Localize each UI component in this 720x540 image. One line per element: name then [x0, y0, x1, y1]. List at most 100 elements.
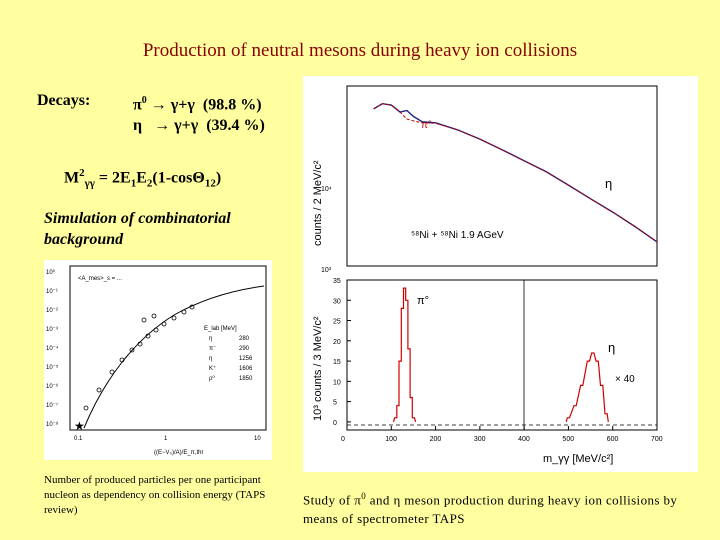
lower-histogram — [565, 352, 609, 423]
left-point — [181, 309, 187, 315]
lower-xtick-label: 400 — [518, 436, 530, 443]
left-formula: <A_mes>_s = ... — [78, 276, 122, 282]
lower-ytick-label: 5 — [333, 400, 337, 407]
energy-dependence-plot: 10⁰ 10⁻¹ 10⁻² 10⁻³ 10⁻⁴ 10⁻⁵ 10⁻⁶ 10⁻⁷ 1… — [44, 260, 272, 460]
left-fit-curve — [83, 285, 265, 429]
left-xtick: 1 — [164, 436, 168, 442]
invariant-mass-formula: M2γγ = 2E1E2(1-cosΘ12) — [64, 167, 221, 190]
formula-sup: 2 — [79, 167, 85, 179]
lower-ytick-label: 25 — [333, 319, 341, 326]
eta-arrow: → — [154, 117, 171, 134]
upper-ytick: 10³ — [321, 267, 332, 274]
left-legend-value: 1850 — [239, 376, 253, 382]
slide-title: Production of neutral mesons during heav… — [142, 40, 578, 61]
left-legend-name: η — [209, 336, 212, 342]
lower-ylabel: 10³ counts / 3 MeV/c² — [312, 316, 324, 421]
left-point — [137, 341, 143, 347]
formula-sub2: 2 — [146, 177, 153, 190]
lower-ytick-label: 35 — [333, 278, 341, 285]
pi0-decay-line: π0 → γ+γ (98.8 %) — [133, 95, 262, 114]
upper-pi0-label: π° — [421, 120, 432, 131]
caption-eta: η — [393, 492, 401, 508]
left-ytick: 10⁻⁷ — [46, 402, 58, 409]
upper-series-line — [373, 102, 658, 243]
left-ytick: 10⁻⁸ — [46, 421, 59, 428]
lower-xtick-label: 0 — [341, 436, 345, 443]
upper-series-line — [373, 103, 658, 243]
eta-symbol: η — [133, 117, 143, 134]
lower-xtick-label: 500 — [562, 436, 574, 443]
simulation-heading: Simulation of combinatorial background — [44, 210, 231, 248]
left-legend-name: K⁺ — [209, 365, 216, 372]
left-ytick: 10⁻¹ — [46, 289, 58, 295]
formula-e2: E — [136, 169, 147, 187]
left-legend-value: 1256 — [239, 356, 253, 362]
formula-close: ) — [215, 169, 222, 187]
left-point — [161, 321, 167, 327]
upper-ytick: 10⁴ — [321, 186, 332, 193]
lower-ytick-label: 15 — [333, 359, 341, 366]
caption-part: Study of — [303, 492, 355, 508]
upper-ylabel: counts / 2 MeV/c² — [312, 160, 324, 246]
caption-part: and — [366, 492, 394, 508]
lower-xtick-label: 700 — [651, 436, 663, 443]
upper-eta-label: η — [605, 176, 612, 191]
left-ytick: 10⁻⁵ — [46, 364, 59, 371]
scale-factor-label: × 40 — [615, 374, 635, 385]
left-xtick: 0.1 — [74, 436, 83, 442]
pi0-arrow: → — [150, 96, 167, 114]
left-point — [129, 347, 135, 353]
left-point — [145, 333, 151, 339]
energy-dependence-svg: 10⁰ 10⁻¹ 10⁻² 10⁻³ 10⁻⁴ 10⁻⁵ 10⁻⁶ 10⁻⁷ 1… — [46, 265, 267, 456]
pi0-symbol: π — [133, 96, 142, 114]
formula-m: M — [64, 169, 80, 187]
lower-ytick-label: 20 — [333, 339, 341, 346]
left-plot-frame — [69, 265, 267, 431]
left-caption: Number of produced particles per one par… — [44, 474, 266, 516]
left-xtick: 10 — [254, 436, 261, 442]
formula-eq: = 2E — [94, 169, 131, 187]
left-ytick: 10⁻⁴ — [46, 345, 59, 352]
lower-ytick-label: 30 — [333, 298, 341, 305]
left-point — [141, 317, 147, 323]
formula-sub1: 1 — [130, 177, 137, 190]
left-legend-value: 280 — [239, 336, 250, 342]
lower-ytick-label: 0 — [333, 420, 337, 427]
left-ytick: 10⁻² — [46, 308, 58, 314]
lower-xtick-label: 600 — [607, 436, 619, 443]
left-point — [96, 387, 102, 393]
lower-xlabel: m_γγ [MeV/c²] — [543, 453, 613, 465]
lower-eta-label: η — [608, 340, 615, 355]
lower-ytick-label: 10 — [333, 379, 341, 386]
eta-decay-line: η → γ+γ (39.4 %) — [133, 117, 265, 135]
left-legend-value: 1606 — [239, 366, 253, 372]
decays-label: Decays: — [37, 92, 91, 109]
left-legend-name: η — [209, 356, 212, 362]
left-legend-name: π⁻ — [209, 346, 216, 352]
eta-branching: (39.4 %) — [206, 117, 265, 134]
invariant-mass-figure: counts / 2 MeV/c² 10⁴ 10³ π° η ⁵⁸Ni + ⁵⁸… — [303, 76, 698, 472]
left-xlabel: ((E−V₀)/A)/E_π,thr — [154, 450, 203, 456]
left-point — [153, 327, 159, 333]
left-point — [171, 315, 177, 321]
eta-products: γ+γ — [174, 117, 199, 134]
caption-pi: π — [354, 492, 362, 508]
formula-rest: (1-cosΘ — [152, 169, 205, 187]
left-point — [189, 304, 195, 310]
caption-pi-sup: 0 — [361, 491, 367, 501]
left-point — [119, 357, 125, 363]
left-ytick: 10⁻³ — [46, 327, 58, 333]
lower-panel-frame — [346, 279, 658, 431]
left-star-point: ★ — [74, 419, 85, 433]
left-ytick: 10⁻⁶ — [46, 383, 59, 390]
right-caption: Study of π0 and η meson production durin… — [303, 487, 703, 528]
lower-xtick-label: 200 — [430, 436, 442, 443]
left-legend-name: ρ⁰ — [209, 375, 215, 382]
lower-histogram — [392, 287, 417, 423]
left-point — [83, 405, 89, 411]
left-legend-header: E_lab [MeV] — [204, 326, 237, 332]
lower-xtick-label: 300 — [474, 436, 486, 443]
formula-sub-gg: γγ — [84, 177, 95, 190]
left-ytick: 10⁰ — [46, 269, 56, 276]
lower-pi0-label: π° — [417, 295, 429, 307]
